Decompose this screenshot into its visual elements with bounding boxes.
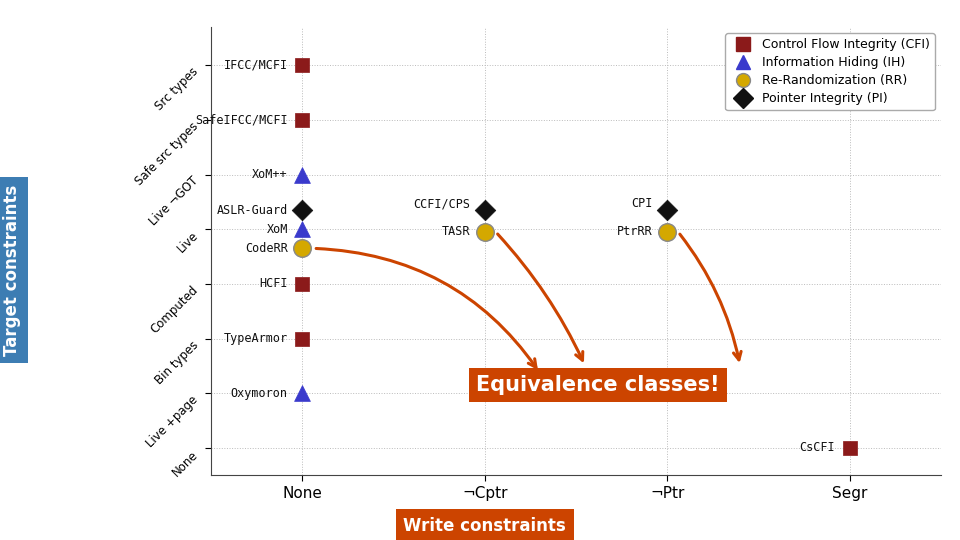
Text: ASLR-Guard: ASLR-Guard (217, 204, 288, 217)
Text: CPI: CPI (632, 197, 653, 210)
Text: XoM: XoM (267, 222, 288, 236)
Point (295, 170, 310, 179)
Point (660, 206, 675, 214)
Point (295, 61, 310, 70)
Text: Equivalence classes!: Equivalence classes! (476, 375, 720, 395)
Text: CodeRR: CodeRR (245, 242, 288, 255)
Text: SafeIFCC/MCFI: SafeIFCC/MCFI (195, 113, 288, 126)
Text: Target constraints: Target constraints (3, 184, 20, 356)
Legend: Control Flow Integrity (CFI), Information Hiding (IH), Re-Randomization (RR), Po: Control Flow Integrity (CFI), Informatio… (726, 33, 934, 110)
Text: CCFI/CPS: CCFI/CPS (413, 197, 470, 210)
Point (295, 244, 310, 253)
Text: IFCC/MCFI: IFCC/MCFI (224, 59, 288, 72)
Point (477, 206, 492, 214)
Point (295, 116, 310, 124)
FancyArrowPatch shape (316, 248, 536, 367)
Text: Oxymoron: Oxymoron (230, 387, 288, 400)
Point (295, 334, 310, 343)
Text: XoM++: XoM++ (252, 168, 288, 181)
Point (477, 228, 492, 237)
FancyArrowPatch shape (497, 234, 583, 360)
Text: PtrRR: PtrRR (617, 226, 653, 239)
Point (295, 206, 310, 214)
Point (295, 225, 310, 234)
FancyArrowPatch shape (680, 234, 741, 360)
Point (295, 389, 310, 397)
Text: Write constraints: Write constraints (403, 517, 566, 535)
Text: HCFI: HCFI (259, 278, 288, 291)
Point (842, 443, 857, 452)
Text: TASR: TASR (442, 226, 470, 239)
Point (295, 280, 310, 288)
Text: CsCFI: CsCFI (800, 441, 835, 454)
Text: TypeArmor: TypeArmor (224, 332, 288, 345)
Point (660, 228, 675, 237)
